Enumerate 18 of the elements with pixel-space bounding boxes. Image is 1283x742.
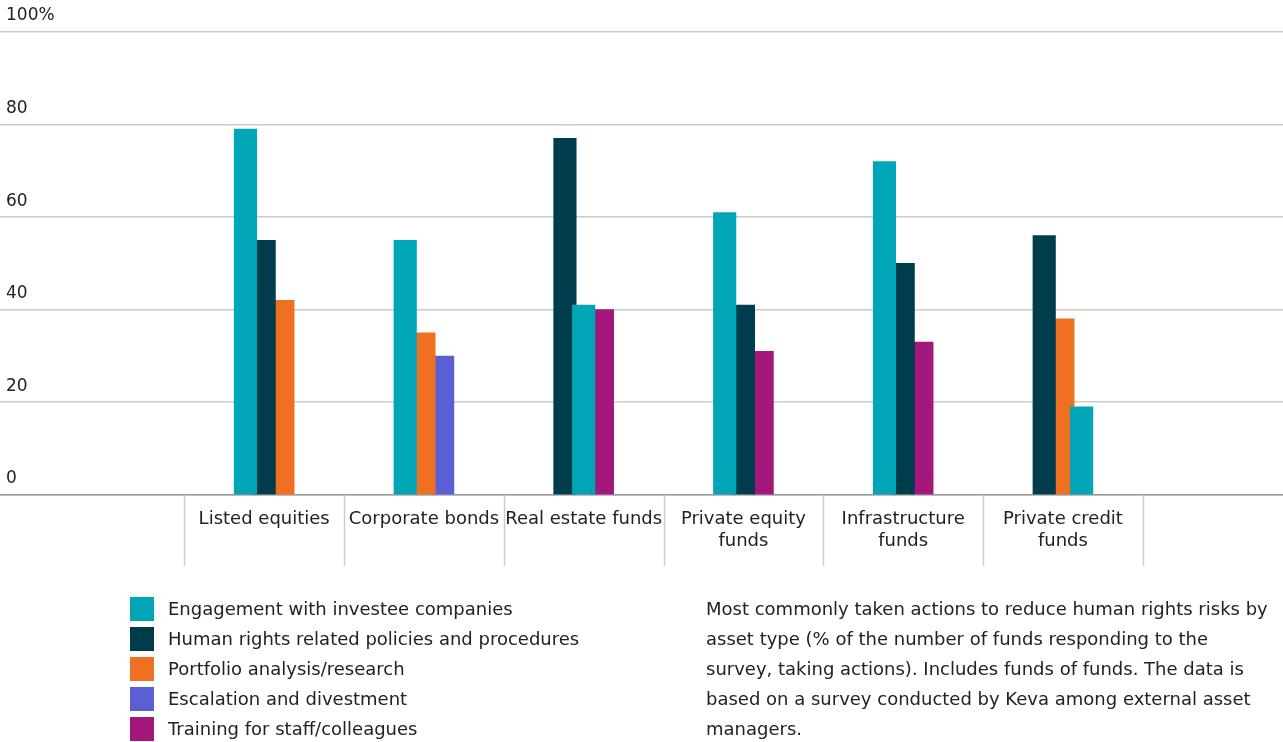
legend-label: Escalation and divestment (168, 687, 408, 711)
legend-label: Portfolio analysis/research (168, 657, 405, 681)
y-tick-label: 80 (6, 96, 28, 117)
x-tick-label: Infrastructure funds (841, 507, 965, 550)
x-tick-label: Private credit funds (1002, 507, 1123, 550)
y-tick-label: 60 (6, 189, 28, 210)
text: Most commonly taken actions to reduce human rights risks by asset type (% of the number of funds responding to the survey, taking actions). Includes funds of funds. The data is based on a survey conducted by Keva among external asset managers. (706, 597, 1269, 741)
x-tick-label: Private equity funds (680, 507, 807, 550)
y-tick-label: 20 (6, 374, 28, 395)
legend-label: Human rights related policies and procedures (168, 627, 580, 651)
y-tick-label: 0 (6, 467, 17, 488)
y-tick-label: 40 (6, 282, 28, 303)
x-tick-label: Corporate bonds (348, 507, 500, 529)
x-tick-label: Real estate funds (505, 507, 663, 529)
legend-label: Engagement with investee companies (168, 597, 513, 621)
legend-label: Training for staff/colleagues (168, 717, 418, 741)
y-tick-label: 100% (6, 4, 55, 25)
x-tick-label: Listed equities (198, 507, 330, 529)
